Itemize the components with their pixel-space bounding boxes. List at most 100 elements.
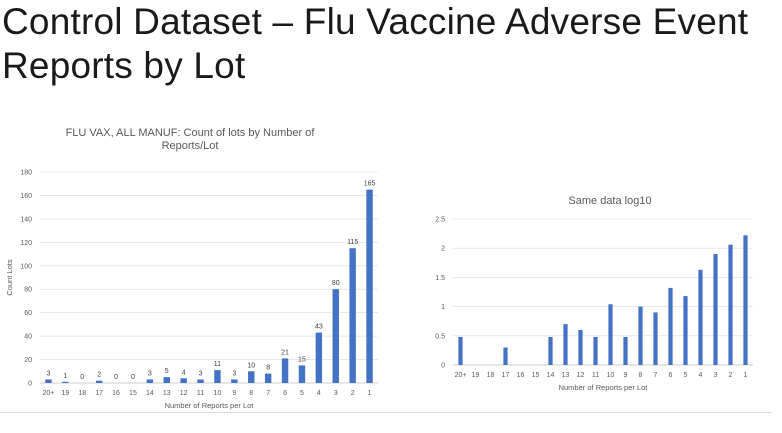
bar xyxy=(366,189,373,383)
bar xyxy=(62,381,69,383)
bar xyxy=(623,336,628,365)
x-tick-label: 4 xyxy=(317,390,321,397)
bar xyxy=(163,377,170,383)
data-label: 0 xyxy=(114,374,118,381)
y-tick-label: 160 xyxy=(20,193,32,200)
bar xyxy=(298,365,306,383)
bar xyxy=(713,254,718,365)
y-tick-label: 20 xyxy=(24,357,32,364)
bar xyxy=(332,289,339,383)
x-tick-label: 2 xyxy=(729,372,733,379)
x-tick-label: 3 xyxy=(714,372,718,379)
y-tick-label: 80 xyxy=(24,287,32,294)
slide-divider xyxy=(0,412,772,417)
x-tick-label: 5 xyxy=(300,390,304,397)
data-label: 15 xyxy=(298,356,306,363)
data-label: 11 xyxy=(214,361,221,368)
bar xyxy=(45,379,52,383)
data-label: 2 xyxy=(97,372,101,379)
y-tick-label: 0 xyxy=(28,381,32,388)
bar xyxy=(578,329,583,365)
data-label: 8 xyxy=(266,365,270,372)
x-tick-label: 19 xyxy=(472,372,480,379)
data-label: 5 xyxy=(165,368,169,375)
bar xyxy=(728,244,733,365)
bar xyxy=(248,371,255,383)
x-tick-label: 19 xyxy=(61,390,69,397)
chart-title: Same data log10 xyxy=(568,195,651,207)
x-tick-label: 14 xyxy=(146,390,154,397)
x-tick-label: 8 xyxy=(639,372,643,379)
bar xyxy=(458,336,463,365)
data-label: 43 xyxy=(315,324,323,331)
data-label: 0 xyxy=(80,374,84,381)
bar xyxy=(608,304,613,365)
y-tick-label: 1.5 xyxy=(435,275,445,282)
x-tick-label: 11 xyxy=(592,372,599,379)
bar xyxy=(638,306,643,365)
x-tick-label: 14 xyxy=(547,372,555,379)
data-label: 3 xyxy=(148,370,152,377)
x-tick-label: 18 xyxy=(487,372,495,379)
data-label: 1 xyxy=(63,373,67,380)
y-axis-label: Count Lots xyxy=(5,259,14,296)
data-label: 80 xyxy=(332,280,340,287)
x-tick-label: 2 xyxy=(351,390,355,397)
x-tick-label: 4 xyxy=(699,372,703,379)
data-label: 4 xyxy=(182,369,186,376)
data-label: 3 xyxy=(232,370,236,377)
bar xyxy=(683,296,688,365)
x-tick-label: 16 xyxy=(517,372,525,379)
x-tick-label: 7 xyxy=(266,390,270,397)
bar xyxy=(668,287,673,365)
data-label: 115 xyxy=(347,239,358,246)
x-tick-label: 20+ xyxy=(43,390,55,397)
bar xyxy=(231,379,238,383)
y-tick-label: 180 xyxy=(20,170,32,177)
slide-title: Control Dataset – Flu Vaccine Adverse Ev… xyxy=(2,1,749,86)
bar xyxy=(653,312,658,365)
bar xyxy=(95,380,103,383)
y-tick-label: 100 xyxy=(20,263,32,270)
x-tick-label: 13 xyxy=(163,390,171,397)
data-label: 0 xyxy=(131,374,135,381)
bar xyxy=(743,235,748,365)
bar xyxy=(214,370,221,383)
data-label: 10 xyxy=(247,362,255,369)
x-tick-label: 1 xyxy=(368,390,372,397)
bar xyxy=(180,378,187,383)
x-tick-label: 1 xyxy=(744,372,748,379)
x-tick-label: 12 xyxy=(577,372,585,379)
x-tick-label: 6 xyxy=(669,372,673,379)
bar xyxy=(349,248,356,383)
bar xyxy=(593,336,598,365)
y-tick-label: 2 xyxy=(441,246,445,253)
y-tick-label: 120 xyxy=(20,240,32,247)
x-tick-label: 6 xyxy=(283,390,287,397)
x-tick-label: 9 xyxy=(624,372,628,379)
chart-count-lots: FLU VAX, ALL MANUF: Count of lots by Num… xyxy=(5,127,378,410)
bar xyxy=(563,324,568,365)
y-tick-label: 1 xyxy=(441,304,445,311)
chart-title: Reports/Lot xyxy=(162,140,219,152)
data-label: 21 xyxy=(281,349,289,356)
x-tick-label: 8 xyxy=(249,390,253,397)
bar xyxy=(281,358,289,383)
bar xyxy=(503,347,508,365)
data-label: 3 xyxy=(199,370,203,377)
y-tick-label: 40 xyxy=(24,334,32,341)
x-tick-label: 11 xyxy=(197,390,204,397)
x-axis-label: Number of Reports per Lot xyxy=(165,401,255,410)
x-tick-label: 10 xyxy=(607,372,615,379)
chart-title: FLU VAX, ALL MANUF: Count of lots by Num… xyxy=(66,127,316,139)
x-tick-label: 9 xyxy=(232,390,236,397)
x-tick-label: 10 xyxy=(214,390,222,397)
x-axis-label: Number of Reports per Lot xyxy=(559,383,649,392)
bar xyxy=(197,379,204,383)
x-tick-label: 17 xyxy=(502,372,510,379)
x-tick-label: 12 xyxy=(180,390,188,397)
data-label: 165 xyxy=(364,181,376,188)
bar xyxy=(698,269,703,365)
x-tick-label: 3 xyxy=(334,390,338,397)
